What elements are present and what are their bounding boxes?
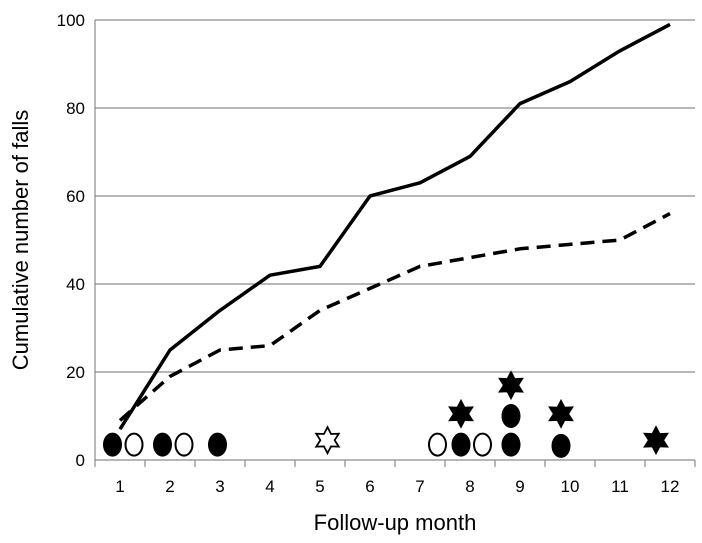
y-tick-label: 40 [66, 275, 85, 294]
filled-ellipse-marker [153, 432, 172, 457]
y-tick-label: 60 [66, 187, 85, 206]
open-ellipse-marker [473, 432, 492, 457]
axes [94, 20, 696, 467]
filled-ellipse-marker [451, 432, 471, 457]
x-tick-label: 11 [611, 477, 629, 496]
filled-star-marker [548, 398, 574, 429]
filled-ellipse-marker [103, 432, 122, 457]
y-tick-label: 0 [76, 451, 85, 470]
y-tick-label: 80 [66, 99, 85, 118]
x-tick-label: 9 [515, 477, 524, 496]
series-lines [118, 22, 671, 431]
x-tick-label: 2 [165, 477, 174, 496]
y-axis-title: Cumulative number of falls [8, 110, 33, 370]
x-tick-label: 12 [661, 477, 680, 496]
event-markers [103, 370, 669, 458]
x-tick-label: 4 [265, 477, 274, 496]
open-star-marker [314, 425, 341, 456]
x-axis-title: Follow-up month [314, 510, 477, 535]
filled-star-marker [643, 425, 669, 456]
gridlines [95, 19, 695, 373]
x-tick-label: 7 [415, 477, 424, 496]
y-tick-label: 20 [66, 363, 85, 382]
x-tick-label: 1 [115, 477, 124, 496]
open-ellipse-marker [428, 432, 447, 457]
x-tick-label: 3 [215, 477, 224, 496]
filled-star-marker [448, 398, 474, 429]
y-tick-label: 100 [57, 11, 85, 30]
x-tick-label: 10 [561, 477, 580, 496]
x-tick-label: 5 [315, 477, 324, 496]
filled-star-marker [498, 370, 524, 401]
series-line-solid [118, 22, 671, 431]
filled-ellipse-marker [501, 404, 521, 428]
open-ellipse-marker [174, 432, 194, 457]
x-tick-label: 8 [465, 477, 474, 496]
filled-ellipse-marker [551, 433, 571, 458]
x-tick-label: 6 [365, 477, 374, 496]
filled-ellipse-marker [208, 432, 227, 457]
filled-ellipse-marker [501, 432, 521, 457]
open-ellipse-marker [124, 432, 144, 457]
series-line-dashed [118, 212, 671, 422]
